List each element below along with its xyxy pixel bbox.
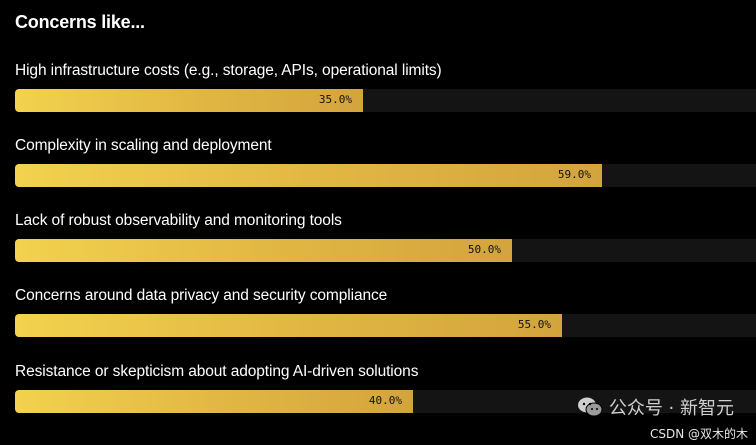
bar-value-label: 55.0% <box>517 318 551 331</box>
watermark: 公众号 · 新智元 <box>577 394 734 420</box>
bar-label: Complexity in scaling and deployment <box>15 137 272 154</box>
bar-value-label: 35.0% <box>318 93 352 106</box>
bar-track: 35.0% <box>15 89 756 112</box>
chart-title: Concerns like... <box>15 12 145 32</box>
bar-track: 40.0% <box>15 390 756 413</box>
bar-track: 55.0% <box>15 314 756 337</box>
bar-track: 59.0% <box>15 164 756 187</box>
bar: 59.0% <box>15 164 602 187</box>
bar: 35.0% <box>15 89 363 112</box>
wechat-icon <box>577 397 603 417</box>
bar-label: Resistance or skepticism about adopting … <box>15 363 419 380</box>
bar: 40.0% <box>15 390 413 413</box>
bar-label: Concerns around data privacy and securit… <box>15 287 388 304</box>
bar-label: High infrastructure costs (e.g., storage… <box>15 62 442 79</box>
bar: 55.0% <box>15 314 562 337</box>
watermark-text: 公众号 · 新智元 <box>608 398 734 419</box>
bar: 50.0% <box>15 239 512 262</box>
bar-value-label: 59.0% <box>557 168 591 181</box>
bar-value-label: 50.0% <box>467 243 501 256</box>
bar-label: Lack of robust observability and monitor… <box>15 212 342 229</box>
credit-text: CSDN @双木的木 <box>649 427 748 441</box>
bar-track: 50.0% <box>15 239 756 262</box>
bar-value-label: 40.0% <box>368 394 402 407</box>
